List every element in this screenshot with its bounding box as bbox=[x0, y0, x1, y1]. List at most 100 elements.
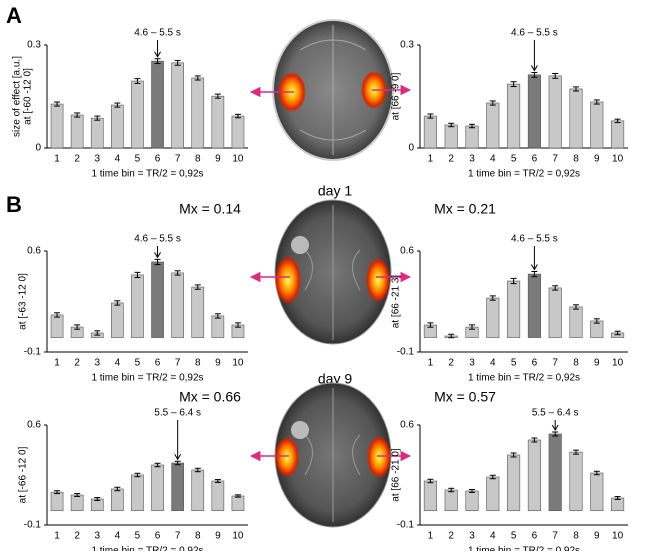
bar bbox=[527, 439, 541, 512]
x-tick-label: 7 bbox=[175, 358, 181, 369]
x-tick-label: 10 bbox=[612, 531, 624, 542]
annotation-arrowhead bbox=[174, 454, 182, 461]
bar bbox=[50, 314, 64, 338]
bar bbox=[569, 451, 583, 512]
bar bbox=[423, 115, 437, 149]
annotation: 5.5 – 6.4 s bbox=[532, 408, 579, 419]
y-axis-label: at [-66 -12 0] bbox=[18, 446, 29, 503]
y-tick-label: -0.1 bbox=[24, 347, 42, 358]
x-tick-label: 2 bbox=[448, 531, 454, 542]
brain-image bbox=[272, 19, 394, 161]
chart: Mx = 0.14 -0.1 0.6 at [-63 -12 0] 1 time bin… bbox=[18, 201, 248, 384]
bar bbox=[527, 273, 541, 338]
x-tick-label: 3 bbox=[94, 154, 100, 165]
chart-title: Mx = 0.14 bbox=[179, 201, 241, 217]
bar bbox=[548, 287, 562, 338]
bar bbox=[444, 124, 458, 149]
bar bbox=[569, 88, 583, 149]
y-tick-label: 0.3 bbox=[400, 40, 414, 51]
bar bbox=[231, 115, 245, 149]
bar bbox=[465, 490, 479, 512]
x-axis-label: 1 time bin = TR/2 = 0,92s bbox=[468, 373, 580, 384]
x-tick-label: 4 bbox=[490, 154, 496, 165]
x-tick-label: 1 bbox=[54, 358, 60, 369]
bar bbox=[131, 274, 144, 338]
bar bbox=[590, 472, 604, 512]
bar bbox=[191, 77, 205, 149]
chart: Mx = 0.57 -0.1 0.6 at [66 -21 0] 1 time bin … bbox=[391, 389, 628, 551]
brain-image bbox=[274, 199, 392, 345]
y-axis-label: at [-60 -12 0] bbox=[23, 68, 34, 125]
bar bbox=[444, 489, 458, 512]
bar bbox=[211, 315, 225, 338]
x-tick-label: 8 bbox=[573, 531, 579, 542]
x-tick-label: 4 bbox=[490, 358, 496, 369]
panel-label: A bbox=[6, 3, 22, 28]
bar bbox=[171, 62, 184, 149]
x-tick-label: 1 bbox=[428, 154, 434, 165]
bar bbox=[111, 302, 124, 338]
x-tick-label: 2 bbox=[448, 358, 454, 369]
x-tick-label: 4 bbox=[115, 154, 121, 165]
x-tick-label: 7 bbox=[552, 358, 558, 369]
x-tick-label: 9 bbox=[215, 154, 221, 165]
x-axis-label: 1 time bin = TR/2 = 0,92s bbox=[91, 373, 203, 384]
x-tick-label: 2 bbox=[74, 154, 80, 165]
x-tick-label: 4 bbox=[490, 531, 496, 542]
x-tick-label: 9 bbox=[594, 358, 600, 369]
y-tick-label: 0 bbox=[35, 143, 41, 154]
x-tick-label: 8 bbox=[195, 358, 201, 369]
annotation: 4.6 – 5.5 s bbox=[134, 28, 181, 39]
bar bbox=[548, 75, 562, 149]
x-tick-label: 6 bbox=[532, 531, 538, 542]
bar bbox=[465, 125, 479, 149]
x-tick-label: 10 bbox=[232, 154, 244, 165]
x-axis-label: 1 time bin = TR/2 = 0,92s bbox=[468, 169, 580, 180]
y-tick-label: 0 bbox=[408, 143, 414, 154]
y-axis-label: at [66 -21 3] bbox=[391, 275, 402, 329]
chart: 0 0.3 at [66 -9 0] 1 time bin = TR/2 = 0,92… bbox=[391, 28, 628, 180]
annotation-arrowhead bbox=[154, 252, 161, 259]
x-tick-label: 6 bbox=[155, 358, 161, 369]
bar bbox=[50, 103, 64, 149]
chart: Mx = 0.66 -0.1 0.6 at [-66 -12 0] 1 time bin… bbox=[18, 389, 248, 551]
y-axis-label: size of effect [a.u.] bbox=[12, 56, 23, 137]
y-tick-label: 0.3 bbox=[27, 40, 41, 51]
arrows bbox=[249, 84, 412, 462]
bar bbox=[507, 83, 521, 149]
chart-title: Mx = 0.21 bbox=[434, 201, 496, 217]
y-axis-label: at [-63 -12 0] bbox=[18, 273, 29, 330]
x-tick-label: 6 bbox=[532, 358, 538, 369]
bar bbox=[569, 306, 583, 338]
x-axis-label: 1 time bin = TR/2 = 0,92s bbox=[468, 546, 580, 551]
bar bbox=[527, 74, 541, 149]
annotation-arrowhead bbox=[530, 65, 538, 72]
x-tick-label: 6 bbox=[155, 154, 161, 165]
x-tick-label: 2 bbox=[448, 154, 454, 165]
x-tick-label: 8 bbox=[573, 358, 579, 369]
x-tick-label: 3 bbox=[94, 531, 100, 542]
x-tick-label: 5 bbox=[511, 531, 517, 542]
annotation-arrowhead bbox=[154, 51, 161, 58]
y-tick-label: 0.6 bbox=[400, 246, 414, 257]
x-tick-label: 9 bbox=[594, 154, 600, 165]
annotation: 5.5 – 6.4 s bbox=[154, 408, 201, 419]
chart-title: Mx = 0.66 bbox=[179, 389, 241, 405]
bar bbox=[171, 272, 184, 338]
annotation: 4.6 – 5.5 s bbox=[511, 28, 558, 39]
x-tick-label: 10 bbox=[232, 531, 244, 542]
bar bbox=[611, 120, 625, 149]
annotation: 4.6 – 5.5 s bbox=[134, 234, 181, 245]
x-tick-label: 1 bbox=[54, 154, 60, 165]
bar bbox=[151, 261, 164, 338]
y-tick-label: 0.6 bbox=[400, 420, 414, 431]
bar bbox=[70, 494, 84, 512]
x-tick-label: 3 bbox=[469, 358, 475, 369]
annotation: 4.6 – 5.5 s bbox=[511, 234, 558, 245]
x-tick-label: 8 bbox=[573, 154, 579, 165]
y-axis-label: at [66 -9 0] bbox=[391, 72, 402, 120]
y-tick-label: 0.6 bbox=[27, 246, 41, 257]
bar bbox=[111, 104, 124, 149]
x-tick-label: 5 bbox=[511, 154, 517, 165]
